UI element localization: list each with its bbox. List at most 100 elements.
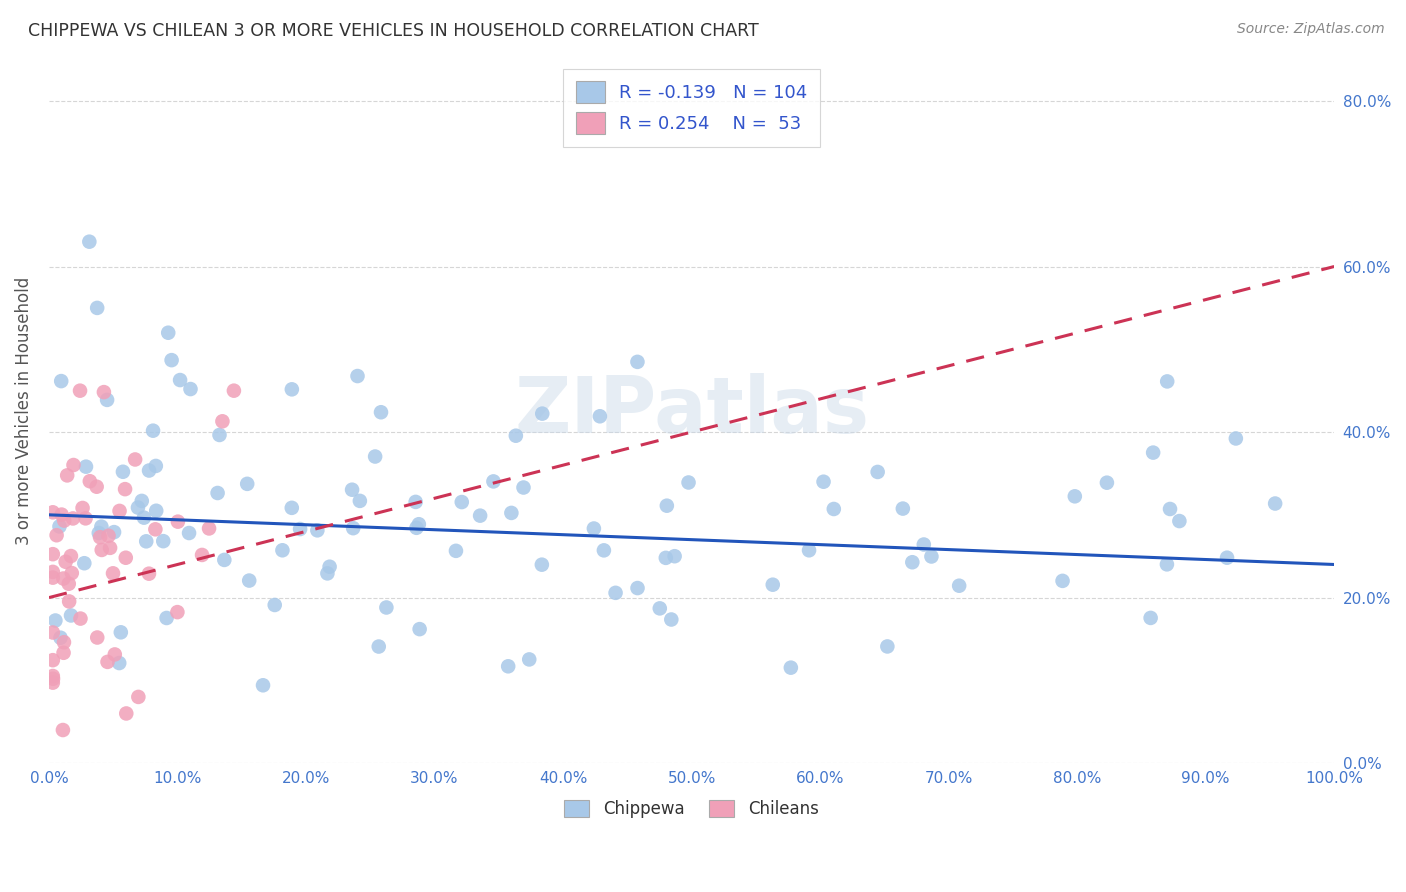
Point	[214, 553, 236, 567]
Point	[364, 450, 387, 464]
Point	[876, 640, 898, 654]
Point	[145, 458, 167, 473]
Point	[42, 571, 65, 585]
Point	[177, 526, 200, 541]
Point	[167, 515, 190, 529]
Point	[316, 566, 339, 581]
Point	[55, 555, 77, 569]
Point	[370, 405, 392, 419]
Point	[60, 566, 83, 580]
Point	[342, 521, 364, 535]
Point	[517, 652, 540, 666]
Point	[89, 530, 111, 544]
Point	[152, 534, 174, 549]
Point	[482, 475, 505, 489]
Point	[62, 458, 84, 472]
Point	[1142, 445, 1164, 459]
Point	[948, 579, 970, 593]
Point	[211, 414, 233, 428]
Point	[108, 656, 131, 670]
Point	[52, 723, 75, 737]
Point	[45, 528, 67, 542]
Point	[797, 543, 820, 558]
Point	[408, 622, 430, 636]
Point	[86, 301, 108, 315]
Point	[131, 494, 153, 508]
Point	[56, 468, 79, 483]
Point	[346, 369, 368, 384]
Point	[208, 428, 231, 442]
Point	[530, 558, 553, 572]
Point	[138, 464, 160, 478]
Point	[52, 572, 75, 586]
Point	[1063, 489, 1085, 503]
Point	[281, 500, 304, 515]
Legend: Chippewa, Chileans: Chippewa, Chileans	[558, 794, 825, 825]
Point	[593, 543, 616, 558]
Point	[58, 576, 80, 591]
Point	[145, 504, 167, 518]
Point	[1225, 432, 1247, 446]
Point	[90, 543, 112, 558]
Point	[87, 526, 110, 541]
Point	[1095, 475, 1118, 490]
Point	[114, 482, 136, 496]
Point	[124, 452, 146, 467]
Point	[75, 459, 97, 474]
Point	[42, 505, 65, 519]
Point	[1156, 558, 1178, 572]
Text: CHIPPEWA VS CHILEAN 3 OR MORE VEHICLES IN HOUSEHOLD CORRELATION CHART: CHIPPEWA VS CHILEAN 3 OR MORE VEHICLES I…	[28, 22, 759, 40]
Point	[1216, 550, 1239, 565]
Point	[408, 517, 430, 532]
Point	[42, 653, 65, 667]
Point	[135, 534, 157, 549]
Point	[605, 586, 627, 600]
Point	[1139, 611, 1161, 625]
Point	[664, 549, 686, 564]
Point	[866, 465, 889, 479]
Point	[762, 577, 785, 591]
Point	[114, 550, 136, 565]
Point	[59, 549, 82, 563]
Point	[96, 392, 118, 407]
Point	[207, 486, 229, 500]
Point	[512, 481, 534, 495]
Point	[318, 559, 340, 574]
Point	[891, 501, 914, 516]
Point	[132, 510, 155, 524]
Point	[127, 500, 149, 515]
Point	[659, 613, 682, 627]
Point	[823, 502, 845, 516]
Point	[51, 374, 73, 388]
Point	[138, 566, 160, 581]
Point	[42, 625, 65, 640]
Point	[42, 547, 65, 561]
Point	[69, 384, 91, 398]
Point	[1052, 574, 1074, 588]
Point	[42, 675, 65, 690]
Point	[901, 555, 924, 569]
Point	[582, 522, 605, 536]
Point	[75, 511, 97, 525]
Point	[468, 508, 491, 523]
Point	[44, 614, 66, 628]
Point	[501, 506, 523, 520]
Point	[60, 608, 83, 623]
Point	[72, 500, 94, 515]
Point	[142, 424, 165, 438]
Point	[367, 640, 389, 654]
Point	[222, 384, 245, 398]
Point	[127, 690, 149, 704]
Point	[405, 495, 427, 509]
Point	[157, 326, 180, 340]
Point	[531, 407, 554, 421]
Point	[42, 672, 65, 686]
Point	[93, 385, 115, 400]
Point	[86, 631, 108, 645]
Point	[655, 550, 678, 565]
Point	[160, 353, 183, 368]
Point	[111, 465, 134, 479]
Point	[1264, 496, 1286, 510]
Point	[496, 659, 519, 673]
Point	[307, 524, 329, 538]
